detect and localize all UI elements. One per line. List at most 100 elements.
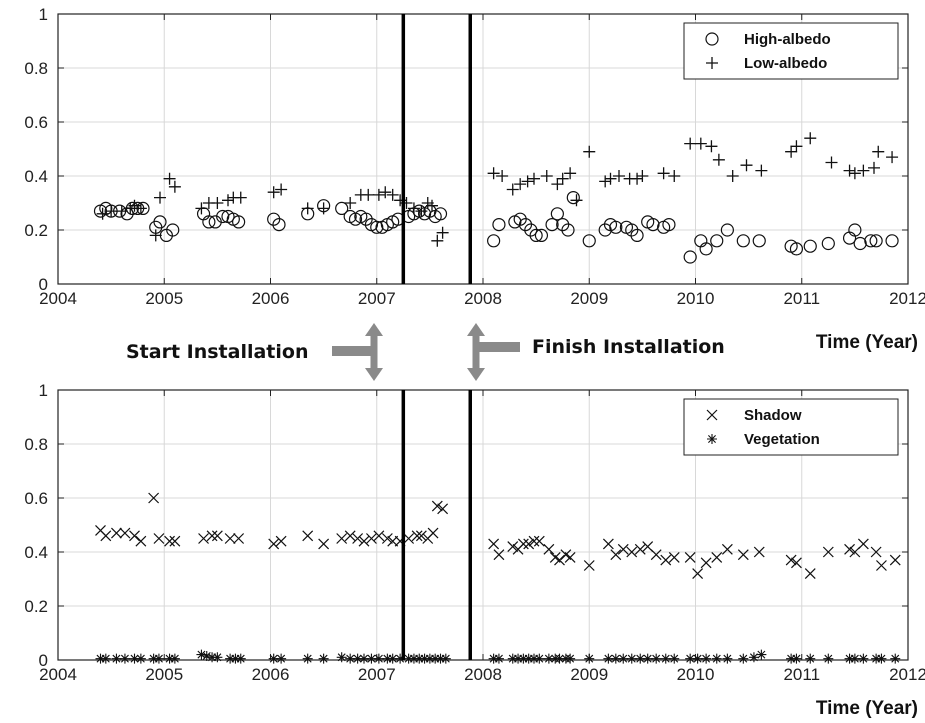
data-point <box>148 492 160 504</box>
data-point <box>518 653 529 664</box>
data-point <box>212 652 223 663</box>
data-point <box>657 167 670 180</box>
data-point <box>163 172 176 185</box>
data-point <box>566 191 580 205</box>
data-point <box>551 178 564 191</box>
data-point <box>431 500 443 512</box>
data-point <box>493 549 505 561</box>
data-point <box>868 161 880 174</box>
data-point <box>436 226 449 239</box>
data-point <box>599 175 612 188</box>
finish-installation-arrow <box>467 323 520 381</box>
data-point <box>805 653 816 664</box>
data-point <box>154 191 166 204</box>
data-point <box>222 194 234 207</box>
data-point <box>344 530 356 542</box>
x-tick-label: 2007 <box>358 289 396 308</box>
y-tick-label: 0.4 <box>24 167 48 186</box>
data-point <box>582 234 596 248</box>
x-axis-label: Time (Year) <box>816 698 918 719</box>
data-point <box>660 554 672 566</box>
series-vegetation <box>95 649 901 664</box>
data-point <box>211 197 224 209</box>
data-point <box>554 653 565 664</box>
data-point <box>424 653 435 664</box>
data-point <box>523 653 534 664</box>
data-point <box>711 653 722 664</box>
data-point <box>198 533 209 544</box>
data-point <box>646 218 660 232</box>
data-point <box>521 175 534 188</box>
start-installation-label: Start Installation <box>126 341 309 363</box>
data-point <box>164 535 175 547</box>
data-point <box>234 191 247 204</box>
data-point <box>889 554 901 566</box>
series-low-albedo <box>96 132 899 247</box>
data-point <box>556 172 569 185</box>
data-point <box>345 653 356 664</box>
x-tick-label: 2005 <box>145 665 183 684</box>
data-point <box>225 653 236 664</box>
data-point <box>275 183 288 196</box>
data-point <box>352 533 364 544</box>
legend-box <box>683 398 899 456</box>
data-point <box>386 188 399 201</box>
installation-annotations: Start Installation Finish Installation <box>126 323 725 381</box>
x-tick-label: 2004 <box>39 665 77 684</box>
data-point <box>352 653 363 664</box>
data-point <box>407 202 420 215</box>
data-point <box>196 649 207 660</box>
data-point <box>534 228 549 242</box>
x-tick-label: 2008 <box>464 289 502 308</box>
data-point <box>235 653 246 664</box>
data-point <box>564 551 576 563</box>
data-point <box>488 538 500 550</box>
data-point <box>379 186 392 199</box>
data-point <box>433 207 448 221</box>
data-point <box>533 535 545 547</box>
data-point <box>871 653 882 664</box>
data-point <box>169 653 180 664</box>
data-point <box>872 145 885 158</box>
x-tick-label: 2012 <box>889 665 925 684</box>
data-point <box>195 202 208 215</box>
data-point <box>302 653 313 664</box>
data-point <box>153 653 164 664</box>
data-point <box>335 201 349 215</box>
data-point <box>668 170 681 182</box>
data-point <box>211 530 223 542</box>
y-tick-label: 0.8 <box>24 59 48 78</box>
data-point <box>722 653 733 664</box>
data-point <box>864 234 878 248</box>
data-point <box>705 140 718 153</box>
data-point <box>100 530 112 542</box>
data-point <box>119 527 131 539</box>
data-point <box>857 538 869 550</box>
x-tick-label: 2009 <box>570 665 608 684</box>
data-point <box>514 178 527 191</box>
data-point <box>382 653 393 664</box>
data-point <box>823 653 834 664</box>
data-point <box>822 546 834 558</box>
data-point <box>272 218 286 232</box>
y-tick-label: 0.4 <box>24 543 48 562</box>
data-point <box>336 533 348 544</box>
data-point <box>618 653 629 664</box>
data-point <box>426 199 438 212</box>
data-point <box>148 653 159 664</box>
data-point <box>111 527 122 539</box>
data-point <box>642 653 653 664</box>
legend-label: Low-albedo <box>744 55 827 72</box>
data-point <box>721 543 733 555</box>
data-point <box>789 242 804 256</box>
y-tick-label: 1 <box>39 5 48 24</box>
data-point <box>804 132 817 145</box>
x-tick-label: 2008 <box>464 665 502 684</box>
data-point <box>528 172 540 185</box>
data-point <box>275 535 287 547</box>
data-point <box>662 218 676 232</box>
series-high-albedo <box>93 191 899 264</box>
data-point <box>506 183 519 196</box>
data-point <box>362 188 375 201</box>
data-point <box>710 234 724 248</box>
